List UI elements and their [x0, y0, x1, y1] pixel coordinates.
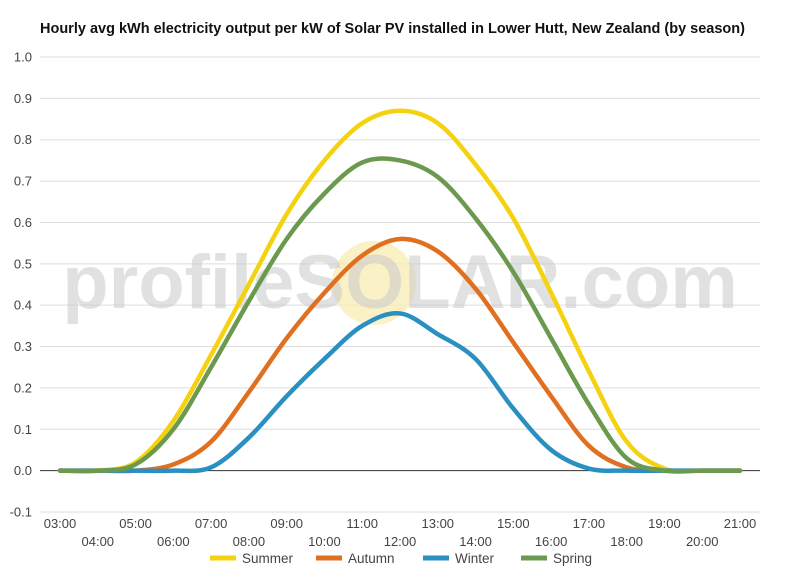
y-tick-label: 0.6 [14, 215, 32, 230]
x-tick-label: 17:00 [573, 516, 606, 531]
series-line-summer [57, 108, 743, 474]
x-tick-label: 21:00 [724, 516, 757, 531]
x-tick-label: 11:00 [346, 516, 378, 531]
y-tick-label: 0.8 [14, 132, 32, 147]
x-tick-label: 07:00 [195, 516, 228, 531]
x-tick-label: 10:00 [308, 534, 341, 549]
x-tick-label: 09:00 [270, 516, 303, 531]
watermark: profileSOLAR.com [62, 240, 738, 325]
watermark-text: profileSOLAR.com [62, 240, 738, 325]
chart-title: Hourly avg kWh electricity output per kW… [40, 21, 745, 37]
y-tick-label: 0.3 [14, 339, 32, 354]
x-tick-label: 18:00 [610, 534, 643, 549]
y-tick-label: 0.5 [14, 256, 32, 271]
x-tick-label: 05:00 [119, 516, 152, 531]
x-tick-label: 03:00 [44, 516, 77, 531]
y-tick-label: 0.9 [14, 91, 32, 106]
x-tick-label: 06:00 [157, 534, 190, 549]
x-axis-ticks: 03:00 04:00 05:00 06:00 07:00 08:00 09:00 10:00… [44, 516, 757, 549]
x-tick-label: 13:00 [422, 516, 455, 531]
y-tick-label: 0.0 [14, 463, 32, 478]
legend-label-autumn: Autumn [348, 551, 395, 566]
x-tick-label: 19:00 [648, 516, 681, 531]
x-tick-label: 12:00 [384, 534, 417, 549]
y-tick-label: -0.1 [10, 505, 32, 520]
x-tick-label: 14:00 [459, 534, 492, 549]
series-line-winter [57, 311, 743, 474]
legend-label-summer: Summer [242, 551, 294, 566]
legend-label-winter: Winter [455, 551, 495, 566]
y-tick-label: 0.1 [14, 422, 32, 437]
y-tick-label: 0.2 [14, 380, 32, 395]
legend: Summer Autumn Winter Spring [210, 551, 592, 566]
series-line-autumn [57, 236, 743, 474]
legend-label-spring: Spring [553, 551, 592, 566]
y-axis-ticks: -0.1 0.0 0.1 0.2 0.3 0.4 0.5 0.6 0.7 0.8 0.9 1.0 [10, 50, 32, 520]
y-tick-label: 0.4 [14, 298, 32, 313]
x-tick-label: 20:00 [686, 534, 719, 549]
y-tick-label: 1.0 [14, 50, 32, 65]
series-lines [57, 108, 743, 474]
x-tick-label: 04:00 [82, 534, 115, 549]
x-tick-label: 16:00 [535, 534, 568, 549]
y-tick-label: 0.7 [14, 174, 32, 189]
x-tick-label: 15:00 [497, 516, 530, 531]
series-line-spring [57, 156, 743, 474]
gridlines [40, 56, 760, 513]
x-tick-label: 08:00 [233, 534, 266, 549]
